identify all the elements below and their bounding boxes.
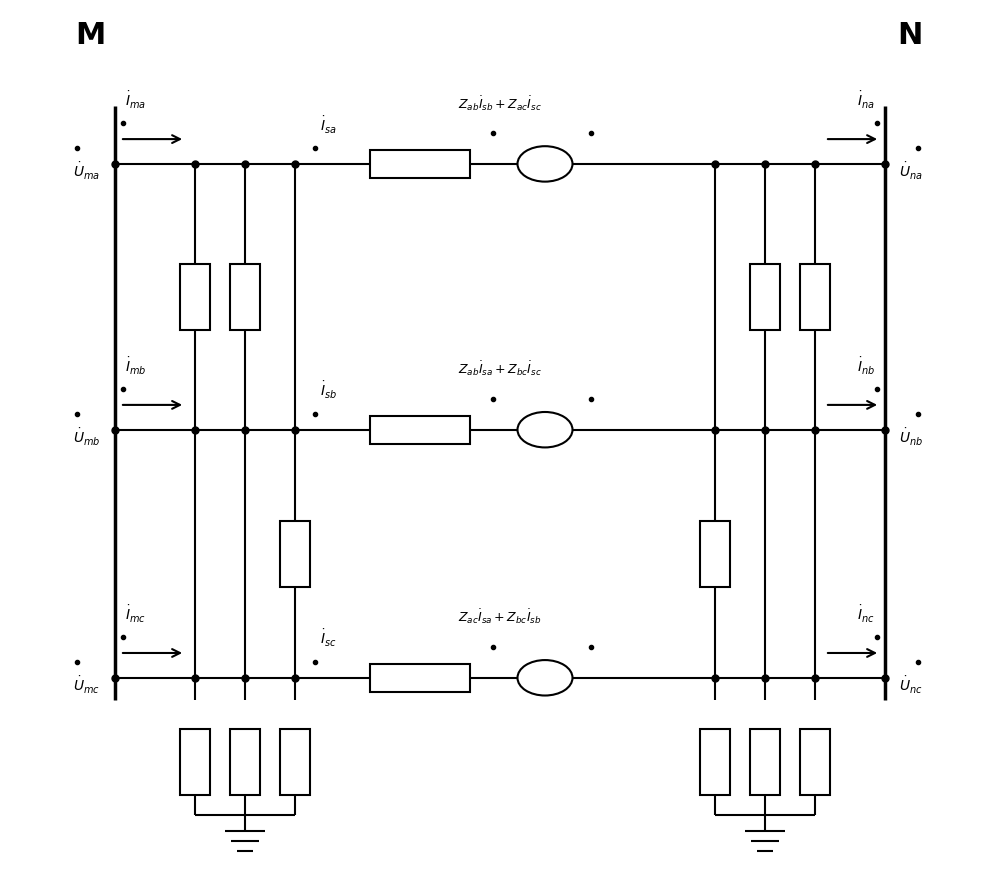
Text: $\dot{I}_{nc}$: $\dot{I}_{nc}$	[857, 603, 875, 625]
Ellipse shape	[518, 660, 572, 696]
Text: $\dot{U}_{mc}$: $\dot{U}_{mc}$	[73, 675, 100, 696]
Ellipse shape	[518, 412, 572, 447]
Text: $Y_{bc}$: $Y_{bc}$	[284, 546, 306, 562]
Text: $\dot{U}_{nc}$: $\dot{U}_{nc}$	[899, 675, 923, 696]
Text: $Y_{bb}$: $Y_{bb}$	[754, 754, 776, 770]
Bar	[700, 521, 730, 587]
Bar	[180, 264, 210, 330]
Bar	[370, 416, 470, 444]
Bar	[700, 728, 730, 796]
Text: $Y_{ab}$: $Y_{ab}$	[234, 289, 256, 305]
Ellipse shape	[518, 146, 572, 182]
Text: $Y_{bc}$: $Y_{bc}$	[704, 546, 726, 562]
Bar	[370, 150, 470, 178]
Text: $\dot{I}_{sa}$: $\dot{I}_{sa}$	[320, 114, 337, 136]
Bar	[180, 728, 210, 796]
Text: $Y_{cc}$: $Y_{cc}$	[704, 754, 726, 770]
Text: $\dot{U}_{mb}$: $\dot{U}_{mb}$	[73, 427, 100, 448]
Text: $Y_{ac}$: $Y_{ac}$	[184, 289, 206, 305]
Text: $Y_{ab}$: $Y_{ab}$	[754, 289, 776, 305]
Bar	[280, 728, 310, 796]
Text: $Z_{ac}\dot{I}_{sa}+Z_{bc}\dot{I}_{sb}$: $Z_{ac}\dot{I}_{sa}+Z_{bc}\dot{I}_{sb}$	[458, 608, 541, 626]
Text: $Z_{cc}$: $Z_{cc}$	[409, 670, 431, 686]
Text: N: N	[897, 21, 923, 50]
Bar	[230, 264, 260, 330]
Text: $\dot{I}_{mc}$: $\dot{I}_{mc}$	[125, 603, 146, 625]
Text: $Y_{bb}$: $Y_{bb}$	[234, 754, 256, 770]
Text: $\dot{I}_{nb}$: $\dot{I}_{nb}$	[857, 355, 875, 377]
Text: $Y_{ac}$: $Y_{ac}$	[804, 289, 826, 305]
Bar	[800, 264, 830, 330]
Bar	[800, 728, 830, 796]
Text: $Z_{bb}$: $Z_{bb}$	[408, 422, 432, 438]
Bar	[280, 521, 310, 587]
Text: $\dot{I}_{ma}$: $\dot{I}_{ma}$	[125, 89, 146, 111]
Text: $Y_{aa}$: $Y_{aa}$	[804, 754, 826, 770]
Text: $Y_{aa}$: $Y_{aa}$	[184, 754, 206, 770]
Text: $Z_{ab}\dot{I}_{sb}+Z_{ac}\dot{I}_{sc}$: $Z_{ab}\dot{I}_{sb}+Z_{ac}\dot{I}_{sc}$	[458, 94, 541, 113]
Bar	[370, 664, 470, 692]
Text: $\dot{U}_{na}$: $\dot{U}_{na}$	[899, 161, 923, 183]
Text: $\dot{I}_{sb}$: $\dot{I}_{sb}$	[320, 380, 337, 401]
Text: $\dot{I}_{mb}$: $\dot{I}_{mb}$	[125, 355, 146, 377]
Text: $\dot{I}_{sc}$: $\dot{I}_{sc}$	[320, 628, 337, 649]
Text: $Z_{ab}\dot{I}_{sa}+Z_{bc}\dot{I}_{sc}$: $Z_{ab}\dot{I}_{sa}+Z_{bc}\dot{I}_{sc}$	[458, 360, 541, 378]
Text: $\dot{I}_{na}$: $\dot{I}_{na}$	[857, 89, 875, 111]
Text: $Y_{cc}$: $Y_{cc}$	[284, 754, 306, 770]
Text: $\dot{U}_{ma}$: $\dot{U}_{ma}$	[73, 161, 100, 183]
Bar	[750, 264, 780, 330]
Text: $\dot{U}_{nb}$: $\dot{U}_{nb}$	[899, 427, 923, 448]
Text: $Z_{aa}$: $Z_{aa}$	[408, 156, 432, 172]
Bar	[750, 728, 780, 796]
Bar	[230, 728, 260, 796]
Text: M: M	[75, 21, 105, 50]
